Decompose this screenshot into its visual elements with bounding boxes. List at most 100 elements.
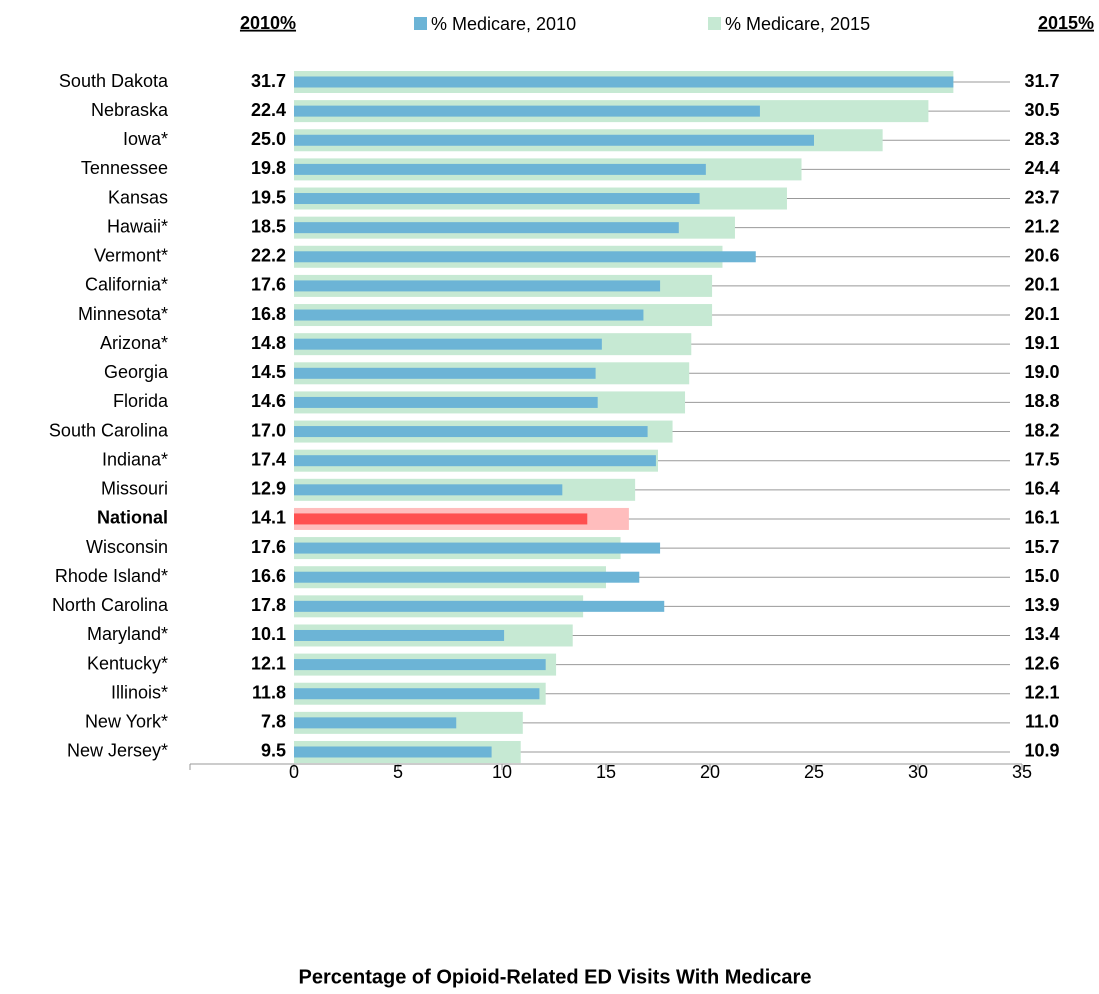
legend-swatch: [708, 17, 721, 30]
category-label: Indiana*: [102, 449, 168, 469]
value-label-2010: 14.1: [251, 508, 286, 528]
bar: [294, 309, 644, 321]
category-label: Minnesota*: [78, 304, 168, 324]
value-label-2015: 18.2: [1024, 420, 1059, 440]
value-label-2010: 14.8: [251, 333, 286, 353]
bar: [294, 338, 602, 350]
bar: [294, 251, 756, 263]
value-label-2015: 15.7: [1024, 537, 1059, 557]
bar: [294, 455, 656, 467]
value-label-2015: 17.5: [1024, 449, 1059, 469]
category-label: North Carolina: [52, 595, 169, 615]
value-label-2015: 31.7: [1024, 71, 1059, 91]
category-label: South Carolina: [49, 420, 169, 440]
bar: [294, 222, 679, 234]
value-label-2015: 16.1: [1024, 508, 1059, 528]
bar: [294, 659, 546, 671]
category-label: National: [97, 508, 168, 528]
x-tick-label: 5: [393, 762, 403, 782]
category-label: Rhode Island*: [55, 566, 168, 586]
value-label-2015: 30.5: [1024, 100, 1059, 120]
bar: [294, 193, 700, 205]
value-label-2010: 25.0: [251, 129, 286, 149]
value-label-2010: 22.4: [251, 100, 286, 120]
bar: [294, 571, 640, 583]
x-tick-label: 35: [1012, 762, 1032, 782]
value-label-2010: 17.4: [251, 449, 286, 469]
bar: [294, 76, 954, 88]
category-label: Illinois*: [111, 682, 168, 702]
value-label-2010: 7.8: [261, 712, 286, 732]
value-label-2010: 22.2: [251, 246, 286, 266]
value-label-2010: 16.8: [251, 304, 286, 324]
category-label: Wisconsin: [86, 537, 168, 557]
x-tick-label: 20: [700, 762, 720, 782]
x-tick-label: 15: [596, 762, 616, 782]
category-label: Maryland*: [87, 624, 168, 644]
bar: [294, 426, 648, 438]
column-header-2010: 2010%: [240, 13, 296, 33]
category-label: Missouri: [101, 479, 168, 499]
bar: [294, 134, 814, 146]
category-label: Kentucky*: [87, 653, 168, 673]
value-label-2010: 17.6: [251, 275, 286, 295]
value-label-2010: 31.7: [251, 71, 286, 91]
value-label-2015: 16.4: [1024, 479, 1059, 499]
value-label-2015: 20.1: [1024, 275, 1059, 295]
value-label-2015: 13.4: [1024, 624, 1059, 644]
category-label: Tennessee: [81, 158, 168, 178]
value-label-2010: 11.8: [252, 682, 286, 702]
category-label: Vermont*: [94, 246, 168, 266]
value-label-2015: 15.0: [1024, 566, 1059, 586]
value-label-2015: 11.0: [1025, 712, 1059, 732]
value-label-2015: 20.6: [1024, 246, 1059, 266]
value-label-2010: 16.6: [251, 566, 286, 586]
legend-swatch: [414, 17, 427, 30]
category-label: California*: [85, 275, 168, 295]
value-label-2015: 12.6: [1024, 653, 1059, 673]
category-label: Hawaii*: [107, 216, 168, 236]
value-label-2015: 10.9: [1024, 741, 1059, 761]
value-label-2015: 19.0: [1024, 362, 1059, 382]
bar: [294, 542, 661, 554]
category-label: Nebraska: [91, 100, 169, 120]
value-label-2015: 18.8: [1024, 391, 1059, 411]
category-label: New York*: [85, 712, 168, 732]
x-axis-title: Percentage of Opioid-Related ED Visits W…: [299, 966, 812, 988]
category-label: Arizona*: [100, 333, 168, 353]
value-label-2015: 21.2: [1024, 216, 1059, 236]
value-label-2010: 19.8: [251, 158, 286, 178]
category-label: Iowa*: [123, 129, 168, 149]
value-label-2015: 19.1: [1024, 333, 1059, 353]
value-label-2015: 23.7: [1024, 187, 1059, 207]
bar: [294, 163, 706, 175]
value-label-2015: 28.3: [1024, 129, 1059, 149]
bar: [294, 396, 598, 408]
value-label-2015: 20.1: [1024, 304, 1059, 324]
value-label-2010: 12.9: [251, 479, 286, 499]
x-tick-label: 10: [492, 762, 512, 782]
value-label-2010: 14.6: [251, 391, 286, 411]
value-label-2015: 12.1: [1024, 682, 1059, 702]
value-label-2010: 17.8: [251, 595, 286, 615]
x-tick-label: 25: [804, 762, 824, 782]
bar: [294, 367, 596, 379]
bar: [294, 629, 505, 641]
value-label-2010: 12.1: [251, 653, 286, 673]
value-label-2010: 18.5: [251, 216, 286, 236]
bar: [294, 280, 661, 292]
bar: [294, 688, 540, 700]
x-tick-label: 0: [289, 762, 299, 782]
category-label: New Jersey*: [67, 741, 168, 761]
category-label: South Dakota: [59, 71, 169, 91]
bar: [294, 105, 760, 117]
value-label-2015: 24.4: [1024, 158, 1059, 178]
bar: [294, 513, 588, 525]
value-label-2010: 17.0: [251, 420, 286, 440]
bar: [294, 746, 492, 758]
bar: [294, 600, 665, 612]
category-label: Georgia: [104, 362, 169, 382]
value-label-2010: 9.5: [261, 741, 286, 761]
value-label-2015: 13.9: [1024, 595, 1059, 615]
